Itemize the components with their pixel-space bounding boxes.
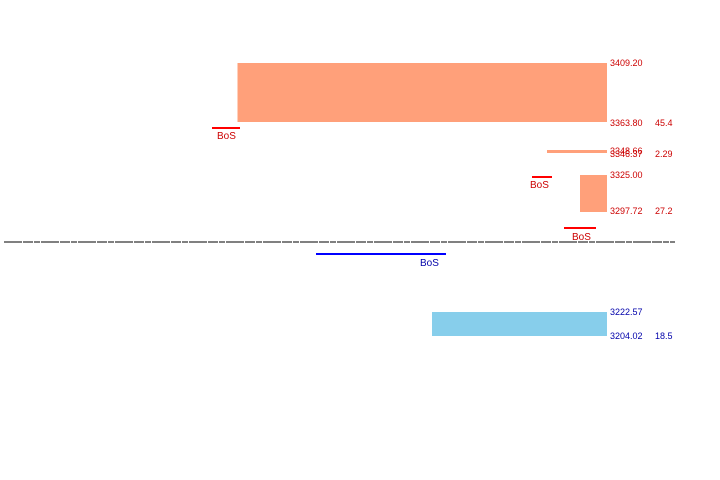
bos-label-3: BoS — [572, 232, 591, 243]
demand-zone-1 — [432, 312, 607, 336]
zone-3-size-label: 27.2 — [655, 206, 673, 216]
zone-2-top-label: 3348.66 — [610, 146, 643, 156]
bos-label-1: BoS — [217, 131, 236, 142]
zone-2-bottom-label: 3346.37 — [610, 149, 643, 159]
zone-4-bottom-label: 3204.02 — [610, 331, 643, 341]
zone-1-size-label: 45.4 — [655, 118, 673, 128]
zone-2-size-label: 2.29 — [655, 149, 673, 159]
zone-4-top-label: 3222.57 — [610, 307, 643, 317]
supply-zone-2 — [547, 150, 607, 153]
zone-4-size-label: 18.5 — [655, 331, 673, 341]
zone-3-bottom-label: 3297.72 — [610, 206, 643, 216]
zone-1-bottom-label: 3363.80 — [610, 118, 643, 128]
bos-label-2: BoS — [530, 180, 549, 191]
bos-label-4: BoS — [420, 258, 439, 269]
zone-3-top-label: 3325.00 — [610, 170, 643, 180]
zone-1-top-label: 3409.20 — [610, 58, 643, 68]
supply-zone-3 — [580, 175, 607, 212]
supply-zone-1 — [237, 63, 607, 122]
